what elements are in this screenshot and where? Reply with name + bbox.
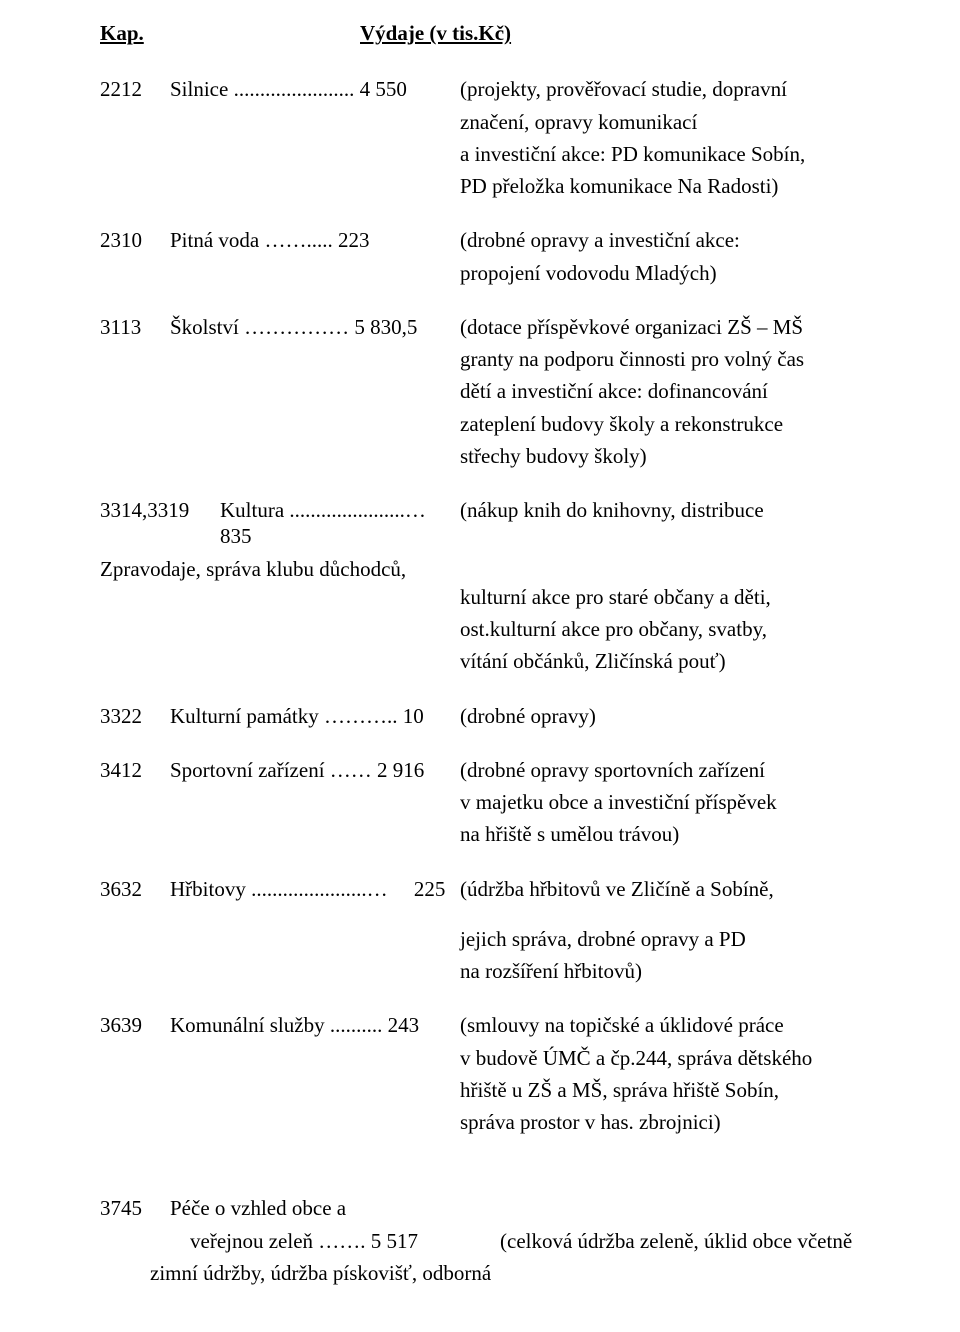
code: 3322 [100,704,142,728]
mid-tail: 225 [414,877,446,901]
desc-line: vítání občánků, Zličínská pouť) [460,649,726,673]
desc-line: (údržba hřbitovů ve Zličíně a Sobíně, [460,877,774,901]
mid: Pitná voda ……..... 223 [170,228,370,252]
inline-note: Zpravodaje, správa klubu důchodců, [100,556,860,582]
row-3745: 3745 Péče o vzhled obce a veřejnou zeleň… [100,1195,860,1286]
code: 3639 [100,1013,142,1037]
code: 3745 [100,1196,142,1220]
code: 2310 [100,228,142,252]
row-3314-3319: 3314,3319 Kultura ......................… [100,497,860,675]
desc-line: a investiční akce: PD komunikace Sobín, [460,142,805,166]
row-3412: 3412 Sportovní zařízení …… 2 916 (drobné… [100,757,860,848]
desc-line: střechy budovy školy) [460,444,647,468]
code: 3412 [100,758,142,782]
row-3632: 3632 Hřbitovy ......................… 22… [100,876,860,985]
final-l1: Péče o vzhled obce a [170,1196,346,1220]
desc-line: dětí a investiční akce: dofinancování [460,379,768,403]
row-3113: 3113 Školství …………… 5 830,5 (dotace přís… [100,314,860,469]
desc-line: ost.kulturní akce pro občany, svatby, [460,617,767,641]
desc-line: propojení vodovodu Mladých) [460,261,717,285]
desc-line: (projekty, prověřovací studie, dopravní [460,77,787,101]
header-left: Kap. [100,21,144,45]
desc-line: hřiště u ZŠ a MŠ, správa hřiště Sobín, [460,1078,779,1102]
desc-line: zateplení budovy školy a rekonstrukce [460,412,783,436]
desc-line: správa prostor v has. zbrojnici) [460,1110,721,1134]
row-2310: 2310 Pitná voda ……..... 223 (drobné opra… [100,227,860,286]
code: 3314,3319 [100,498,189,522]
desc-line: granty na podporu činnosti pro volný čas [460,347,804,371]
final-l3: zimní údržby, údržba pískovišť, odborná [150,1261,491,1285]
mid: Komunální služby .......... 243 [170,1013,419,1037]
desc-line: (drobné opravy) [460,704,596,728]
desc-line: (dotace příspěvkové organizaci ZŠ – MŠ [460,315,803,339]
mid: Sportovní zařízení …… 2 916 [170,758,424,782]
row-3322: 3322 Kulturní památky ……….. 10 (drobné o… [100,703,860,729]
header-row: Kap. Výdaje (v tis.Kč) [100,20,860,46]
desc-line: na hřiště s umělou trávou) [460,822,679,846]
desc-line: kulturní akce pro staré občany a děti, [460,585,771,609]
desc-line: (smlouvy na topičské a úklidové práce [460,1013,784,1037]
final-l2-right: (celková údržba zeleně, úklid obce včetn… [500,1229,852,1253]
code: 2212 [100,77,142,101]
desc-line: (nákup knih do knihovny, distribuce [460,498,764,522]
desc-line: v majetku obce a investiční příspěvek [460,790,777,814]
mid: Školství …………… 5 830,5 [170,315,417,339]
mid: Kulturní památky ……….. 10 [170,704,424,728]
row-3639: 3639 Komunální služby .......... 243 (sm… [100,1012,860,1135]
desc-line: jejich správa, drobné opravy a PD [460,927,746,951]
desc-line: (drobné opravy a investiční akce: [460,228,740,252]
desc-line: PD přeložka komunikace Na Radosti) [460,174,778,198]
header-right: Výdaje (v tis.Kč) [360,21,511,45]
desc-line: (drobné opravy sportovních zařízení [460,758,765,782]
desc-line: v budově ÚMČ a čp.244, správa dětského [460,1046,812,1070]
desc-line: na rozšíření hřbitovů) [460,959,642,983]
mid: Silnice ....................... 4 550 [170,77,407,101]
row-2212: 2212 Silnice ....................... 4 5… [100,76,860,199]
mid: Hřbitovy ......................… [170,877,388,901]
mid: Kultura ......................… 835 [220,498,426,548]
code: 3632 [100,877,142,901]
code: 3113 [100,315,141,339]
final-l2-left: veřejnou zeleň ……. 5 517 [190,1229,418,1253]
desc-line: značení, opravy komunikací [460,110,697,134]
